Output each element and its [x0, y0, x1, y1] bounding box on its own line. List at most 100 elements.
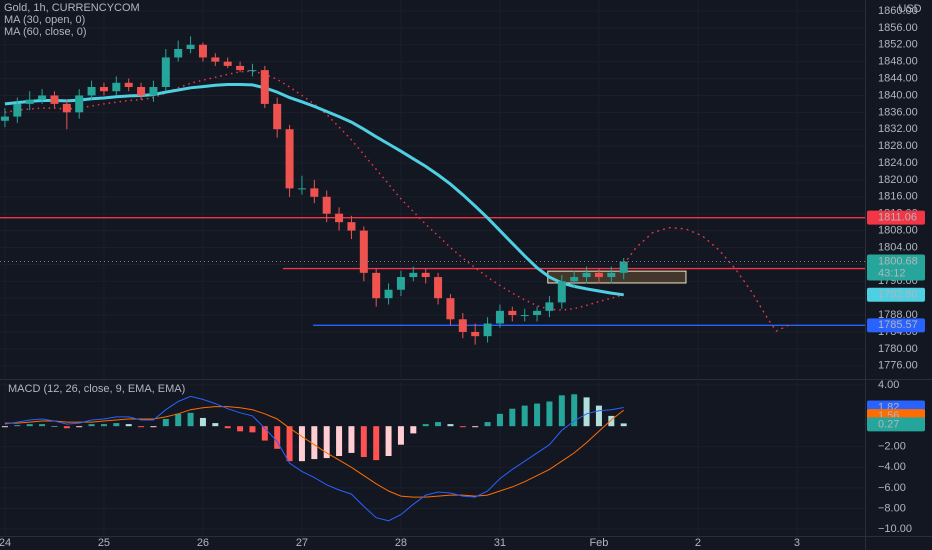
candle-body [409, 272, 418, 278]
candle-body [619, 261, 628, 273]
candle-body [347, 222, 356, 231]
histogram-bar [385, 426, 392, 457]
histogram-bar [348, 426, 355, 453]
candle-body [434, 277, 443, 299]
candle-body [396, 277, 405, 290]
candle-body [471, 331, 480, 337]
indicator-label: MA (30, open, 0) [4, 14, 85, 26]
y-tick-label: −4.00 [878, 461, 906, 473]
histogram-bar [521, 405, 528, 427]
candle-body [198, 44, 207, 58]
candle-body [384, 289, 393, 299]
x-tick-label: 2 [695, 537, 701, 549]
candle-body [508, 310, 517, 316]
histogram-bar [51, 426, 58, 427]
histogram-bar [286, 426, 293, 462]
y-tick-label: 1856.00 [878, 22, 918, 34]
histogram-bar [447, 424, 454, 427]
candle-body [285, 129, 294, 189]
candle-body [0, 116, 9, 121]
histogram-bar [187, 412, 194, 427]
ma-label: 1792.80 [878, 289, 918, 301]
histogram-bar [311, 426, 318, 460]
currency-label: USD [898, 3, 921, 15]
histogram-bar [261, 426, 268, 441]
x-tick-label: 24 [0, 537, 11, 549]
candle-body [545, 302, 554, 311]
candle-body [582, 272, 591, 278]
histogram-bar [14, 425, 21, 427]
indicator-label: MA (60, close, 0) [4, 26, 87, 38]
x-tick-label: 27 [296, 537, 308, 549]
histogram-bar [608, 415, 615, 427]
histogram-bar [435, 422, 442, 427]
level-label-box [867, 210, 925, 225]
histogram-bar [546, 401, 553, 427]
histogram-bar [249, 426, 256, 433]
marks [0, 36, 865, 522]
x-tick-label: Feb [589, 537, 608, 549]
candle-body [112, 82, 121, 92]
y-tick-label: 1780.00 [878, 343, 918, 355]
y-tick-label: 1816.00 [878, 191, 918, 203]
level-label-box [867, 318, 925, 333]
candle-body [607, 272, 616, 278]
candle-body [273, 103, 282, 130]
candle-body [223, 61, 232, 66]
histogram-bar [397, 426, 404, 445]
candle-body [25, 99, 34, 104]
histogram-bar [298, 426, 305, 462]
candle-body [533, 310, 542, 316]
histogram-bar [39, 424, 46, 427]
candle-body [458, 319, 467, 332]
y-tick-label: 1840.00 [878, 89, 918, 101]
histogram-bar [175, 413, 182, 427]
x-tick-label: 31 [494, 537, 506, 549]
histogram-bar [620, 423, 627, 427]
chart-title: Gold, 1h, CURRENCYCOM [4, 2, 140, 14]
projection [623, 226, 789, 332]
candle-body [483, 323, 492, 337]
candle-body [248, 70, 257, 72]
candle-body [335, 213, 344, 223]
y-tick-label: 1820.00 [878, 174, 918, 186]
x-tick-label: 25 [98, 537, 110, 549]
candle-body [359, 230, 368, 273]
y-tick-label: 1788.00 [878, 309, 918, 321]
candle-body [87, 87, 96, 96]
histogram-bar [422, 424, 429, 427]
candle-body [520, 315, 529, 317]
candle-body [161, 57, 170, 88]
y-tick-label: −10.00 [878, 523, 912, 535]
histogram-bar [373, 426, 380, 461]
histogram-bar [138, 426, 145, 428]
histogram-bar [63, 426, 70, 429]
y-tick-label: 1804.00 [878, 241, 918, 253]
moving-average [4, 83, 624, 297]
histogram-bar [162, 418, 169, 427]
histogram-bar [1, 426, 8, 428]
candle-body [13, 103, 22, 117]
range-box [547, 270, 687, 284]
candle-body [310, 188, 319, 197]
histogram-bar [595, 405, 602, 427]
candle-body [38, 95, 47, 100]
candle-body [236, 65, 245, 71]
y-tick-label: −6.00 [878, 482, 906, 494]
histogram-bar [571, 394, 578, 427]
histogram-bar [76, 426, 83, 428]
candle-body [137, 87, 146, 96]
histogram-bar [459, 426, 466, 428]
y-tick-label: 1808.00 [878, 225, 918, 237]
y-tick-label: 1852.00 [878, 39, 918, 51]
candle-body [322, 196, 331, 214]
histogram-bar [583, 397, 590, 427]
x-tick-label: 3 [794, 537, 800, 549]
ma-label-box [867, 287, 925, 302]
candle-body [50, 95, 59, 104]
x-tick-label: 26 [197, 537, 209, 549]
y-tick-label: 1844.00 [878, 72, 918, 84]
y-tick-label: 1828.00 [878, 140, 918, 152]
y-tick-label: 1860.00 [878, 5, 918, 17]
